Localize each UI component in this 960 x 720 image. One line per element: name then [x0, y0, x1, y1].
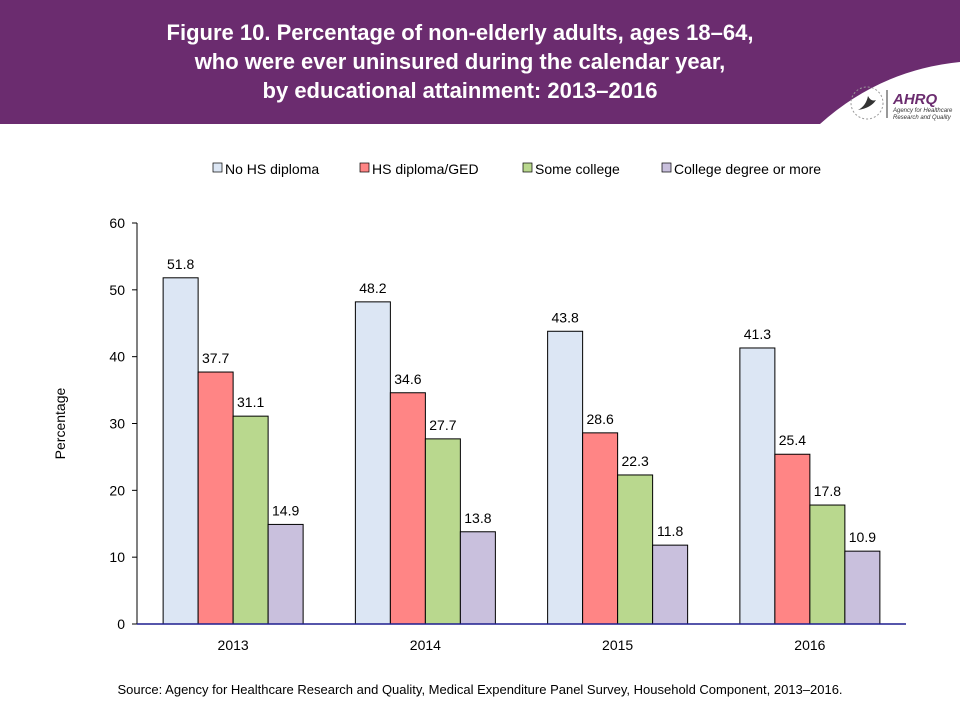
data-label: 31.1 [237, 394, 264, 410]
bar [547, 330, 584, 625]
legend-swatch [359, 162, 370, 173]
header-banner [0, 0, 960, 124]
data-label: 41.3 [744, 326, 771, 342]
bar [739, 347, 776, 625]
bar [354, 301, 391, 625]
data-label: 10.9 [849, 529, 876, 545]
data-label: 51.8 [167, 256, 194, 272]
y-tick-label: 20 [109, 482, 125, 498]
x-tick-label: 2013 [218, 637, 249, 653]
y-tick-label: 10 [109, 549, 125, 565]
data-label: 25.4 [779, 432, 806, 448]
source-note: Source: Agency for Healthcare Research a… [117, 682, 843, 697]
y-tick-label: 60 [109, 215, 125, 231]
bar [424, 438, 461, 625]
legend-label: No HS diploma [225, 161, 319, 177]
title-line: Figure 10. Percentage of non-elderly adu… [166, 20, 754, 45]
y-tick-label: 0 [117, 616, 125, 632]
bar [809, 504, 846, 625]
bar [267, 523, 304, 625]
data-label: 48.2 [359, 280, 386, 296]
x-tick-label: 2014 [410, 637, 441, 653]
bar [162, 277, 199, 625]
bar-chart: 0 10 20 30 40 50 60 Percentage 51.8 37.7 31.1 14.9 2… [52, 161, 906, 653]
chart-title: Figure 10. Percentage of non-elderly adu… [0, 18, 920, 105]
bar [844, 550, 881, 625]
x-tick-label: 2015 [602, 637, 633, 653]
data-label: 37.7 [202, 350, 229, 366]
legend-label: College degree or more [674, 161, 821, 177]
legend-label: HS diploma/GED [372, 161, 479, 177]
bar [197, 371, 234, 625]
ahrq-logo: AHRQ Agency for Healthcare Research and … [820, 62, 960, 124]
data-label: 22.3 [622, 453, 649, 469]
data-label: 17.8 [814, 483, 841, 499]
y-tick-label: 50 [109, 282, 125, 298]
svg-text:AHRQ: AHRQ [892, 91, 937, 108]
bar [652, 544, 689, 625]
data-label: 11.8 [657, 523, 683, 539]
data-label: 14.9 [272, 502, 299, 518]
data-label: 13.8 [464, 510, 491, 526]
data-label: 28.6 [587, 411, 614, 427]
bar [389, 392, 426, 625]
bar [774, 453, 811, 625]
x-tick-label: 2016 [794, 637, 825, 653]
title-line: by educational attainment: 2013–2016 [262, 78, 658, 103]
y-axis-label: Percentage [52, 387, 68, 459]
legend-swatch [661, 162, 672, 173]
bar [617, 474, 654, 625]
title-line: who were ever uninsured during the calen… [194, 49, 726, 74]
bar [459, 531, 496, 625]
data-label: 43.8 [552, 309, 579, 325]
svg-text:Agency for Healthcare: Agency for Healthcare [892, 108, 953, 114]
y-tick-label: 40 [109, 349, 125, 365]
legend-label: Some college [535, 161, 620, 177]
y-tick-label: 30 [109, 416, 125, 432]
data-label: 34.6 [394, 371, 421, 387]
legend-swatch [522, 162, 533, 173]
data-label: 27.7 [429, 417, 456, 433]
bar [582, 432, 619, 625]
bar [232, 415, 269, 625]
svg-text:Research and Quality: Research and Quality [893, 115, 952, 121]
legend-swatch [212, 162, 223, 173]
